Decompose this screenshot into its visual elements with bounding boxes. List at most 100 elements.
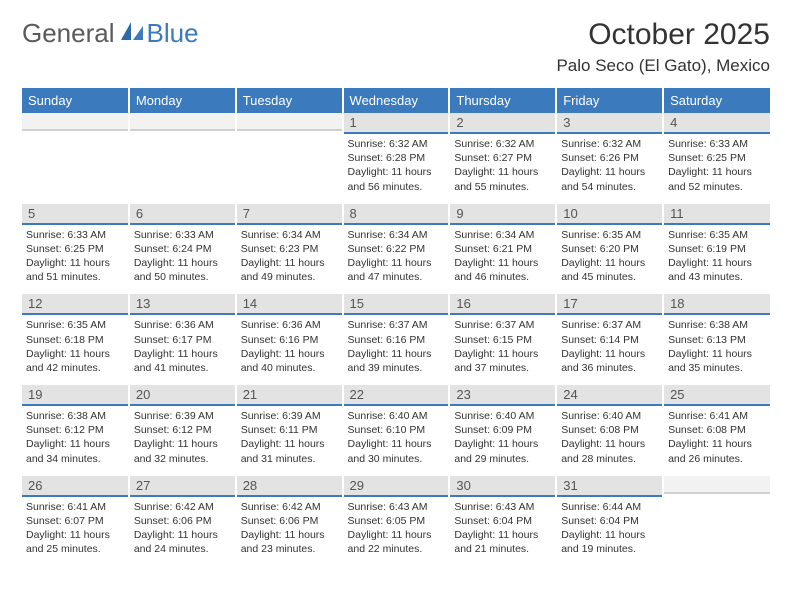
day-daylight2: and 52 minutes. xyxy=(668,180,766,194)
day-sunset: Sunset: 6:11 PM xyxy=(241,423,338,437)
day-sunset: Sunset: 6:13 PM xyxy=(668,333,766,347)
day-sunset: Sunset: 6:14 PM xyxy=(561,333,658,347)
day-body: Sunrise: 6:36 AMSunset: 6:17 PMDaylight:… xyxy=(130,315,235,379)
calendar-week-row: 1Sunrise: 6:32 AMSunset: 6:28 PMDaylight… xyxy=(22,113,770,201)
page-title: October 2025 xyxy=(556,18,770,52)
calendar-day-cell: 4Sunrise: 6:33 AMSunset: 6:25 PMDaylight… xyxy=(663,113,770,201)
day-sunset: Sunset: 6:28 PM xyxy=(348,151,445,165)
day-daylight1: Daylight: 11 hours xyxy=(454,256,551,270)
day-body: Sunrise: 6:32 AMSunset: 6:27 PMDaylight:… xyxy=(450,134,555,198)
day-daylight1: Daylight: 11 hours xyxy=(26,528,124,542)
logo-text-part2: Blue xyxy=(147,18,199,49)
calendar-day-cell: 14Sunrise: 6:36 AMSunset: 6:16 PMDayligh… xyxy=(236,291,343,382)
day-daylight1: Daylight: 11 hours xyxy=(668,437,766,451)
day-sunset: Sunset: 6:24 PM xyxy=(134,242,231,256)
day-sunset: Sunset: 6:17 PM xyxy=(134,333,231,347)
day-sunset: Sunset: 6:04 PM xyxy=(454,514,551,528)
day-number: 22 xyxy=(344,385,449,406)
day-sunset: Sunset: 6:26 PM xyxy=(561,151,658,165)
day-daylight2: and 54 minutes. xyxy=(561,180,658,194)
day-number: 2 xyxy=(450,113,555,134)
calendar-day-cell: 19Sunrise: 6:38 AMSunset: 6:12 PMDayligh… xyxy=(22,382,129,473)
day-daylight1: Daylight: 11 hours xyxy=(454,528,551,542)
day-number-empty xyxy=(237,113,342,131)
day-body: Sunrise: 6:41 AMSunset: 6:07 PMDaylight:… xyxy=(22,497,128,561)
header: General Blue October 2025 Palo Seco (El … xyxy=(22,18,770,76)
day-daylight1: Daylight: 11 hours xyxy=(348,347,445,361)
day-number-empty xyxy=(664,476,770,494)
day-body: Sunrise: 6:32 AMSunset: 6:28 PMDaylight:… xyxy=(344,134,449,198)
day-sunrise: Sunrise: 6:42 AM xyxy=(241,500,338,514)
calendar-day-cell: 12Sunrise: 6:35 AMSunset: 6:18 PMDayligh… xyxy=(22,291,129,382)
day-number: 30 xyxy=(450,476,555,497)
day-body: Sunrise: 6:36 AMSunset: 6:16 PMDaylight:… xyxy=(237,315,342,379)
day-sunset: Sunset: 6:16 PM xyxy=(348,333,445,347)
day-number: 3 xyxy=(557,113,662,134)
calendar-day-cell: 23Sunrise: 6:40 AMSunset: 6:09 PMDayligh… xyxy=(449,382,556,473)
day-daylight2: and 29 minutes. xyxy=(454,452,551,466)
day-number: 17 xyxy=(557,294,662,315)
day-sunrise: Sunrise: 6:34 AM xyxy=(454,228,551,242)
day-sunset: Sunset: 6:12 PM xyxy=(134,423,231,437)
calendar-day-cell: 17Sunrise: 6:37 AMSunset: 6:14 PMDayligh… xyxy=(556,291,663,382)
day-number: 7 xyxy=(237,204,342,225)
day-daylight1: Daylight: 11 hours xyxy=(134,437,231,451)
day-daylight1: Daylight: 11 hours xyxy=(348,437,445,451)
day-sunrise: Sunrise: 6:38 AM xyxy=(26,409,124,423)
logo: General Blue xyxy=(22,18,199,49)
day-sunrise: Sunrise: 6:32 AM xyxy=(348,137,445,151)
day-body: Sunrise: 6:34 AMSunset: 6:22 PMDaylight:… xyxy=(344,225,449,289)
day-number: 29 xyxy=(344,476,449,497)
day-number: 14 xyxy=(237,294,342,315)
day-sunrise: Sunrise: 6:36 AM xyxy=(134,318,231,332)
day-sunrise: Sunrise: 6:38 AM xyxy=(668,318,766,332)
day-body: Sunrise: 6:35 AMSunset: 6:20 PMDaylight:… xyxy=(557,225,662,289)
day-sunset: Sunset: 6:27 PM xyxy=(454,151,551,165)
day-daylight2: and 28 minutes. xyxy=(561,452,658,466)
day-daylight1: Daylight: 11 hours xyxy=(241,437,338,451)
day-body: Sunrise: 6:35 AMSunset: 6:18 PMDaylight:… xyxy=(22,315,128,379)
day-daylight1: Daylight: 11 hours xyxy=(26,256,124,270)
day-daylight1: Daylight: 11 hours xyxy=(454,347,551,361)
weekday-header-row: Sunday Monday Tuesday Wednesday Thursday… xyxy=(22,88,770,113)
day-sunrise: Sunrise: 6:44 AM xyxy=(561,500,658,514)
day-body: Sunrise: 6:38 AMSunset: 6:13 PMDaylight:… xyxy=(664,315,770,379)
day-body: Sunrise: 6:34 AMSunset: 6:21 PMDaylight:… xyxy=(450,225,555,289)
weekday-header: Friday xyxy=(556,88,663,113)
day-body: Sunrise: 6:33 AMSunset: 6:24 PMDaylight:… xyxy=(130,225,235,289)
day-body: Sunrise: 6:35 AMSunset: 6:19 PMDaylight:… xyxy=(664,225,770,289)
day-daylight2: and 47 minutes. xyxy=(348,270,445,284)
day-daylight1: Daylight: 11 hours xyxy=(241,347,338,361)
calendar-week-row: 26Sunrise: 6:41 AMSunset: 6:07 PMDayligh… xyxy=(22,473,770,564)
day-sunrise: Sunrise: 6:43 AM xyxy=(348,500,445,514)
day-daylight1: Daylight: 11 hours xyxy=(668,347,766,361)
day-sunrise: Sunrise: 6:40 AM xyxy=(454,409,551,423)
weekday-header: Sunday xyxy=(22,88,129,113)
day-body: Sunrise: 6:40 AMSunset: 6:10 PMDaylight:… xyxy=(344,406,449,470)
day-daylight2: and 51 minutes. xyxy=(26,270,124,284)
day-sunset: Sunset: 6:04 PM xyxy=(561,514,658,528)
day-sunrise: Sunrise: 6:40 AM xyxy=(561,409,658,423)
day-sunrise: Sunrise: 6:34 AM xyxy=(241,228,338,242)
calendar-day-cell: 15Sunrise: 6:37 AMSunset: 6:16 PMDayligh… xyxy=(343,291,450,382)
day-sunrise: Sunrise: 6:39 AM xyxy=(241,409,338,423)
day-daylight1: Daylight: 11 hours xyxy=(348,256,445,270)
day-daylight2: and 55 minutes. xyxy=(454,180,551,194)
day-daylight1: Daylight: 11 hours xyxy=(454,165,551,179)
day-daylight2: and 49 minutes. xyxy=(241,270,338,284)
day-sunset: Sunset: 6:08 PM xyxy=(561,423,658,437)
day-number: 24 xyxy=(557,385,662,406)
day-number: 23 xyxy=(450,385,555,406)
logo-sail-icon xyxy=(119,20,145,47)
day-daylight2: and 25 minutes. xyxy=(26,542,124,556)
day-sunset: Sunset: 6:22 PM xyxy=(348,242,445,256)
calendar-day-cell: 13Sunrise: 6:36 AMSunset: 6:17 PMDayligh… xyxy=(129,291,236,382)
calendar-day-cell: 5Sunrise: 6:33 AMSunset: 6:25 PMDaylight… xyxy=(22,201,129,292)
day-daylight2: and 26 minutes. xyxy=(668,452,766,466)
day-daylight2: and 31 minutes. xyxy=(241,452,338,466)
day-sunset: Sunset: 6:10 PM xyxy=(348,423,445,437)
title-block: October 2025 Palo Seco (El Gato), Mexico xyxy=(556,18,770,76)
calendar-day-cell: 26Sunrise: 6:41 AMSunset: 6:07 PMDayligh… xyxy=(22,473,129,564)
calendar-body: 1Sunrise: 6:32 AMSunset: 6:28 PMDaylight… xyxy=(22,113,770,563)
day-daylight2: and 37 minutes. xyxy=(454,361,551,375)
